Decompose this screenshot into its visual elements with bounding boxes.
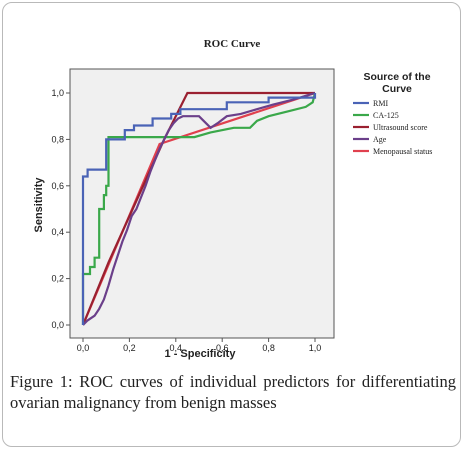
x-tick-label: 0,4 xyxy=(170,343,183,353)
y-tick-label: 1,0 xyxy=(51,88,64,98)
legend-title-line-2: Curve xyxy=(382,83,412,95)
roc-chart: ROC Curve 0,0 0,2 0,4 0,6 0,8 1,0 0,0 0,2 0,4 0,6… xyxy=(33,38,432,360)
legend-label-rmi: RMI xyxy=(373,99,388,108)
x-tick-label: 0,6 xyxy=(216,343,229,353)
chart-title: ROC Curve xyxy=(204,38,261,50)
y-tick-label: 0,4 xyxy=(51,227,64,237)
legend: RMI CA-125 Ultrasound score Age Menopausal s… xyxy=(353,99,432,156)
x-tick-label: 0,2 xyxy=(123,343,136,353)
y-tick-label: 0,2 xyxy=(51,274,64,284)
plot-area xyxy=(69,68,335,339)
y-axis-label: Sensitivity xyxy=(33,177,45,233)
figure-label: Figure 1: xyxy=(10,372,73,391)
series-layer xyxy=(81,91,317,326)
legend-title-line-1: Source of the xyxy=(363,71,430,83)
tick-layer: 0,0 0,2 0,4 0,6 0,8 1,0 0,0 0,2 0,4 0,6 0,8 1,0 xyxy=(51,88,321,353)
y-tick-label: 0,0 xyxy=(51,320,64,330)
x-tick-label: 0,8 xyxy=(262,343,275,353)
legend-label-age: Age xyxy=(373,135,387,144)
y-tick-label: 0,6 xyxy=(51,181,64,191)
x-tick-label: 0,0 xyxy=(77,343,90,353)
legend-label-menopausal-status: Menopausal status xyxy=(373,147,432,156)
figure-caption-text: ROC curves of individual predictors for … xyxy=(10,372,457,412)
legend-label-ca-125: CA-125 xyxy=(373,111,399,120)
figure-caption: Figure 1: ROC curves of individual predi… xyxy=(10,371,456,413)
legend-label-ultrasound-score: Ultrasound score xyxy=(373,123,428,132)
series-line-age xyxy=(82,91,316,326)
x-axis-label: 1 - Specificity xyxy=(165,348,237,360)
y-tick-label: 0,8 xyxy=(51,134,64,144)
x-tick-label: 1,0 xyxy=(309,343,322,353)
series-line-rmi xyxy=(81,93,317,325)
series-line-ca-125 xyxy=(81,92,317,325)
